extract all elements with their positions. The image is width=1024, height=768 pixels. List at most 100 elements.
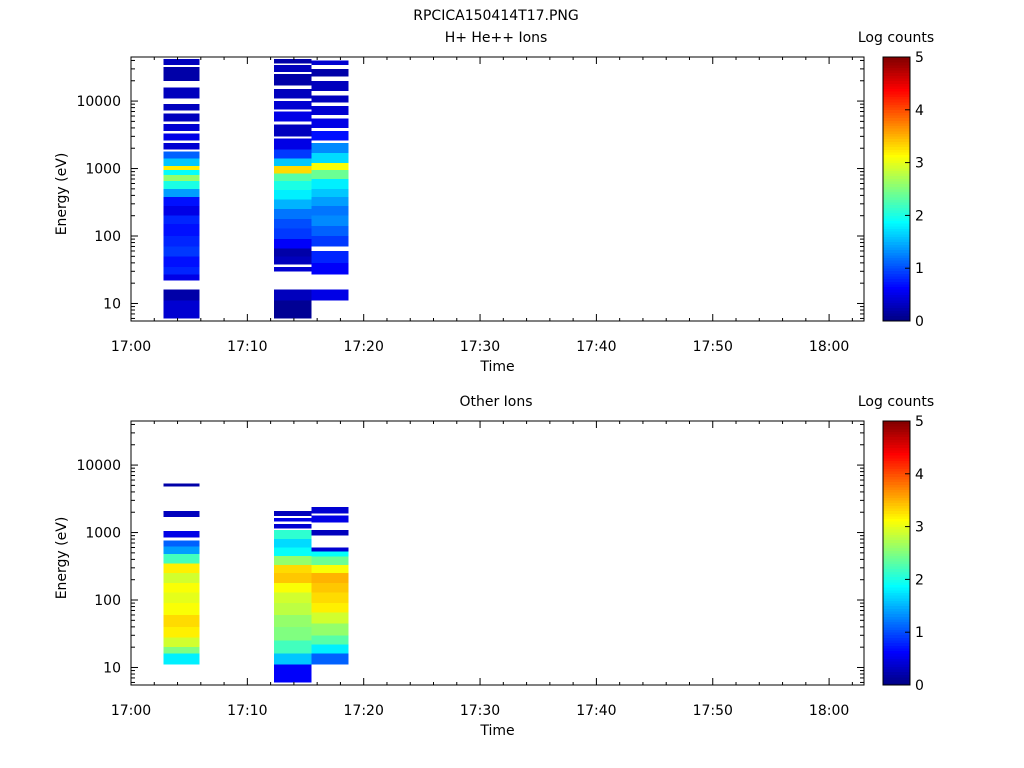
colorbar-tick-label: 5 (915, 50, 924, 66)
colorbar-step (883, 318, 910, 322)
colorbar-step (883, 189, 910, 193)
colorbar-tick-label: 0 (915, 678, 924, 694)
heatmap-cell (274, 266, 312, 272)
heatmap-cell (311, 565, 349, 574)
colorbar-step (883, 645, 910, 649)
heatmap-cell (311, 205, 349, 216)
figure-title: RPCICA150414T17.PNG (413, 8, 578, 24)
colorbar-step (883, 215, 910, 219)
heatmap-cell (163, 626, 200, 638)
colorbar-step (883, 502, 910, 506)
colorbar-step (883, 183, 910, 187)
colorbar-step (883, 186, 910, 190)
colorbar-step (883, 550, 910, 554)
heatmap-cell (274, 523, 312, 529)
heatmap-cell (163, 592, 200, 604)
heatmap-cell (274, 614, 312, 627)
colorbar-step (883, 233, 910, 237)
colorbar-step (883, 600, 910, 604)
heatmap-cell (274, 239, 312, 249)
heatmap-cell (163, 170, 200, 176)
plot-frame (130, 420, 865, 686)
x-tick-label: 17:20 (344, 703, 384, 719)
colorbar-step (883, 289, 910, 293)
colorbar-step (883, 154, 910, 158)
colorbar-step (883, 547, 910, 551)
colorbar-step (883, 128, 910, 132)
colorbar-step (883, 442, 910, 446)
colorbar-step (883, 286, 910, 290)
colorbar-step (883, 83, 910, 87)
heatmap-cell (163, 113, 200, 122)
colorbar-step (883, 473, 910, 477)
axes: 17:00 17:10 17:20 17:30 17:40 17:50 18:00 10 100… (76, 57, 864, 355)
x-tick-label: 17:00 (111, 703, 151, 719)
colorbar-step (883, 428, 910, 432)
colorbar-step (883, 141, 910, 145)
heatmap-cell (274, 190, 312, 200)
y-axis-label: Energy (eV) (54, 517, 70, 600)
colorbar-label: Log counts (858, 30, 934, 46)
heatmap-cell (163, 540, 200, 547)
colorbar: 0 1 2 3 4 5 (882, 414, 924, 694)
colorbar-step (883, 423, 910, 427)
heatmap-cell (274, 626, 312, 641)
colorbar-step (883, 191, 910, 195)
heatmap-cell (274, 547, 312, 556)
colorbar-step (883, 568, 910, 572)
colorbar-step (883, 616, 910, 620)
heatmap-cell (274, 640, 312, 654)
colorbar-step (883, 450, 910, 454)
heatmap-cell (274, 165, 312, 174)
y-tick-label: 100 (94, 593, 121, 609)
colorbar-tick-label: 3 (915, 156, 924, 172)
heatmap-cell (274, 529, 312, 540)
heatmap-cell (274, 592, 312, 604)
colorbar-frame (882, 56, 911, 322)
heatmap-cell (311, 236, 349, 247)
heatmap-cell (274, 65, 312, 72)
colorbar-step (883, 80, 910, 84)
colorbar-step (883, 584, 910, 588)
y-tick-label: 10 (103, 660, 121, 676)
heatmap-cell (163, 256, 200, 267)
y-tick-label: 10000 (76, 458, 121, 474)
colorbar-step (883, 291, 910, 295)
colorbar-step (883, 465, 910, 469)
heatmap-cell (163, 546, 200, 555)
colorbar-step (883, 597, 910, 601)
colorbar-step (883, 663, 910, 667)
colorbar-step (883, 231, 910, 235)
colorbar-step (883, 115, 910, 119)
colorbar-step (883, 86, 910, 90)
heatmap-cell (311, 105, 349, 116)
colorbar-step (883, 109, 910, 113)
y-tick-label: 1000 (85, 162, 121, 178)
heatmap-cell (311, 515, 349, 523)
colorbar-step (883, 539, 910, 543)
colorbar-step (883, 144, 910, 148)
heatmap-cell (163, 224, 200, 237)
heatmap-cell (163, 158, 200, 166)
colorbar-step (883, 571, 910, 575)
colorbar-step (883, 162, 910, 166)
x-tick-label: 17:30 (460, 339, 500, 355)
colorbar-step (883, 537, 910, 541)
colorbar-step (883, 268, 910, 272)
colorbar-step (883, 621, 910, 625)
heatmap-cell (163, 246, 200, 257)
colorbar-step (883, 181, 910, 185)
colorbar-step (883, 487, 910, 491)
heatmap-cell (163, 300, 200, 319)
colorbar-step (883, 276, 910, 280)
heatmap-cell (274, 149, 312, 159)
colorbar-step (883, 255, 910, 259)
heatmap-cell (163, 483, 200, 487)
heatmap-cell (274, 664, 312, 683)
heatmap-cell (274, 138, 312, 150)
heatmap-cell (163, 582, 200, 593)
colorbar-step (883, 558, 910, 562)
colorbar-tick-label: 2 (915, 208, 924, 224)
colorbar-step (883, 642, 910, 646)
